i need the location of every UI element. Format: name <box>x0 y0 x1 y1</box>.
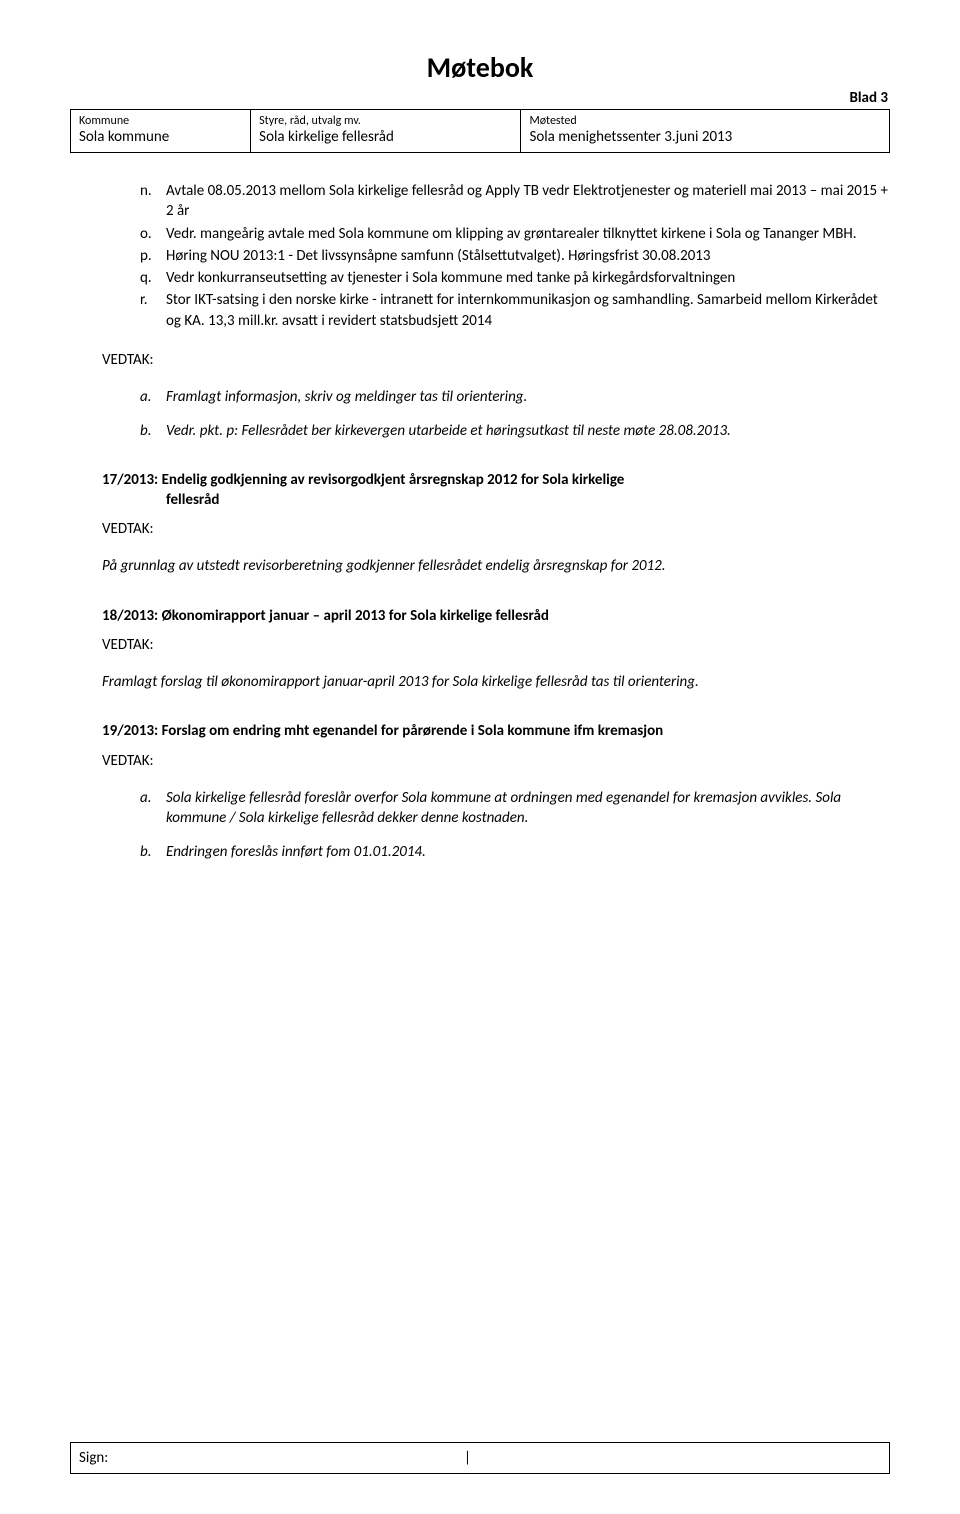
list-text: Stor IKT-satsing i den norske kirke - in… <box>166 290 890 331</box>
list-text: Endringen foreslås innført fom 01.01.201… <box>166 842 890 862</box>
list-marker: p. <box>140 246 166 266</box>
section-para: På grunnlag av utstedt revisorberetning … <box>102 556 890 576</box>
list-text: Vedr. mangeårig avtale med Sola kommune … <box>166 224 890 244</box>
vedtak-label: VEDTAK: <box>102 636 890 654</box>
list-text: Vedr. pkt. p: Fellesrådet ber kirkeverge… <box>166 421 890 441</box>
list-text: Vedr konkurranseutsetting av tjenester i… <box>166 268 890 288</box>
list-marker: r. <box>140 290 166 331</box>
list-marker: n. <box>140 181 166 222</box>
list-item: o. Vedr. mangeårig avtale med Sola kommu… <box>140 224 890 244</box>
list-text: Sola kirkelige fellesråd foreslår overfo… <box>166 788 890 829</box>
header-cell-kommune: Kommune Sola kommune <box>71 110 251 153</box>
vedtak-list: a. Sola kirkelige fellesråd foreslår ove… <box>140 788 890 863</box>
list-item: b. Vedr. pkt. p: Fellesrådet ber kirkeve… <box>140 421 890 441</box>
list-text: Høring NOU 2013:1 - Det livssynsåpne sam… <box>166 246 890 266</box>
heading-line: fellesråd <box>166 491 890 511</box>
header-value: Sola menighetssenter 3.juni 2013 <box>529 128 881 146</box>
list-item: a. Sola kirkelige fellesråd foreslår ove… <box>140 788 890 829</box>
section-heading-19: 19/2013: Forslag om endring mht egenande… <box>102 722 890 742</box>
list-text: Avtale 08.05.2013 mellom Sola kirkelige … <box>166 181 890 222</box>
list-item: q. Vedr konkurranseutsetting av tjeneste… <box>140 268 890 288</box>
footer-sign: Sign: <box>79 1449 464 1467</box>
header-label: Møtested <box>529 114 881 128</box>
vedtak-label: VEDTAK: <box>102 752 890 770</box>
list-marker: a. <box>140 788 166 829</box>
section-heading-17: 17/2013: Endelig godkjenning av revisorg… <box>102 471 890 510</box>
page: Møtebok Blad 3 Kommune Sola kommune Styr… <box>0 0 960 1514</box>
header-label: Styre, råd, utvalg mv. <box>259 114 512 128</box>
header-value: Sola kirkelige fellesråd <box>259 128 512 146</box>
footer-box: Sign: | <box>70 1442 890 1474</box>
list-marker: b. <box>140 421 166 441</box>
list-item: b. Endringen foreslås innført fom 01.01.… <box>140 842 890 862</box>
section-heading-18: 18/2013: Økonomirapport januar – april 2… <box>102 607 890 627</box>
page-number: Blad 3 <box>70 89 890 107</box>
doc-title: Møtebok <box>70 50 890 85</box>
header-label: Kommune <box>79 114 242 128</box>
footer-separator: | <box>464 1449 471 1467</box>
vedtak-label: VEDTAK: <box>102 520 890 538</box>
list-marker: a. <box>140 387 166 407</box>
header-cell-motested: Møtested Sola menighetssenter 3.juni 201… <box>521 110 890 153</box>
item-list: n. Avtale 08.05.2013 mellom Sola kirkeli… <box>140 181 890 331</box>
list-item: a. Framlagt informasjon, skriv og meldin… <box>140 387 890 407</box>
list-marker: o. <box>140 224 166 244</box>
header-value: Sola kommune <box>79 128 242 146</box>
list-item: r. Stor IKT-satsing i den norske kirke -… <box>140 290 890 331</box>
section-para: Framlagt forslag til økonomirapport janu… <box>102 672 890 692</box>
list-item: n. Avtale 08.05.2013 mellom Sola kirkeli… <box>140 181 890 222</box>
vedtak-label: VEDTAK: <box>102 351 890 369</box>
list-item: p. Høring NOU 2013:1 - Det livssynsåpne … <box>140 246 890 266</box>
header-cell-styre: Styre, råd, utvalg mv. Sola kirkelige fe… <box>251 110 521 153</box>
list-text: Framlagt informasjon, skriv og meldinger… <box>166 387 890 407</box>
vedtak-list: a. Framlagt informasjon, skriv og meldin… <box>140 387 890 442</box>
list-marker: q. <box>140 268 166 288</box>
list-marker: b. <box>140 842 166 862</box>
header-table: Kommune Sola kommune Styre, råd, utvalg … <box>70 109 890 153</box>
heading-line: 17/2013: Endelig godkjenning av revisorg… <box>102 471 624 489</box>
